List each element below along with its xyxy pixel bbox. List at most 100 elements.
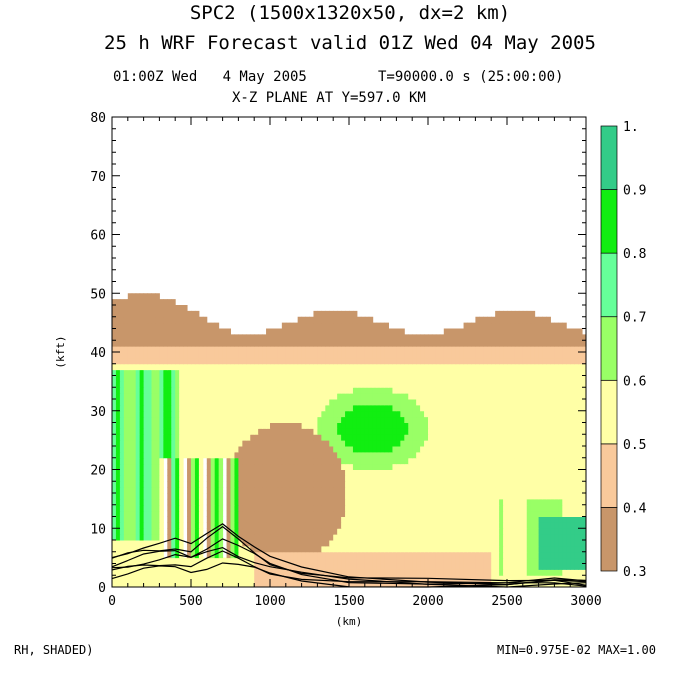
rh-cell: [242, 528, 247, 535]
rh-cell: [550, 375, 555, 382]
rh-cell: [337, 387, 342, 394]
rh-cell: [562, 440, 567, 447]
rh-cell: [194, 375, 200, 382]
rh-cell: [428, 352, 433, 359]
rh-cell: [214, 340, 220, 347]
rh-cell: [301, 493, 307, 500]
rh-cell: [135, 534, 141, 541]
rh-cell: [313, 446, 318, 453]
rh-cell: [510, 381, 516, 388]
rh-cell: [439, 434, 445, 441]
rh-cell: [305, 534, 310, 541]
rh-cell: [198, 422, 204, 429]
rh-cell: [510, 563, 516, 570]
rh-cell: [305, 451, 310, 459]
rh-cell: [206, 375, 212, 382]
rh-cell: [167, 352, 172, 359]
rh-cell: [123, 516, 129, 523]
rh-cell: [198, 446, 204, 453]
rh-cell: [352, 493, 358, 500]
rh-cell: [139, 569, 145, 576]
rh-cell: [483, 404, 488, 412]
rh-cell: [167, 346, 172, 353]
rh-cell: [349, 375, 354, 382]
rh-cell: [526, 563, 532, 570]
rh-cell: [507, 457, 512, 465]
rh-cell: [542, 404, 547, 412]
rh-cell: [356, 387, 362, 394]
rh-cell: [487, 516, 492, 523]
rh-cell: [428, 410, 433, 418]
rh-cell: [368, 369, 374, 376]
rh-cell: [293, 581, 299, 588]
rh-cell: [479, 399, 484, 406]
rh-cell: [443, 540, 449, 547]
rh-cell: [491, 569, 496, 576]
rh-cell: [214, 551, 220, 559]
rh-cell: [400, 551, 405, 559]
rh-cell: [392, 534, 397, 541]
rh-cell: [349, 440, 354, 447]
rh-cell: [246, 393, 251, 400]
rh-cell: [262, 387, 267, 394]
rh-cell: [206, 528, 212, 535]
rh-cell: [159, 440, 164, 447]
rh-cell: [254, 498, 259, 506]
rh-cell: [293, 498, 299, 506]
rh-cell: [309, 381, 314, 388]
rh-cell: [281, 522, 287, 529]
rh-cell: [554, 369, 559, 376]
rh-cell: [364, 545, 370, 553]
rh-cell: [582, 404, 587, 412]
rh-cell: [155, 545, 160, 553]
rh-cell: [143, 581, 149, 588]
rh-cell: [412, 363, 417, 371]
rh-cell: [503, 504, 508, 512]
rh-cell: [408, 493, 413, 500]
rh-cell: [270, 545, 275, 553]
rh-cell: [542, 563, 547, 570]
rh-cell: [562, 363, 567, 371]
rh-cell: [115, 334, 121, 341]
rh-cell: [155, 410, 160, 418]
rh-cell: [424, 469, 429, 476]
rh-cell: [297, 410, 303, 418]
rh-cell: [368, 481, 374, 488]
rh-cell: [155, 569, 160, 576]
rh-cell: [258, 504, 263, 512]
rh-cell: [491, 440, 496, 447]
rh-cell: [293, 393, 299, 400]
rh-cell: [191, 352, 196, 359]
rh-cell: [424, 352, 429, 359]
rh-cell: [147, 510, 152, 517]
rh-cell: [380, 393, 386, 400]
rh-cell: [131, 387, 137, 394]
rh-cell: [266, 434, 271, 441]
rh-cell: [376, 581, 382, 588]
rh-cell: [127, 404, 133, 412]
rh-cell: [546, 446, 551, 453]
rh-cell: [499, 369, 504, 376]
rh-cell: [400, 381, 405, 388]
rh-cell: [333, 369, 338, 376]
rh-cell: [522, 422, 528, 429]
rh-cell: [151, 534, 156, 541]
rh-cell: [364, 498, 370, 506]
rh-cell: [554, 393, 559, 400]
rh-cell: [408, 463, 413, 470]
rh-cell: [266, 528, 271, 535]
rh-cell: [329, 551, 334, 559]
rh-cell: [179, 581, 184, 588]
rh-cell: [115, 551, 121, 559]
rh-cell: [356, 399, 362, 406]
rh-cell: [503, 569, 508, 576]
rh-cell: [262, 381, 267, 388]
rh-cell: [198, 381, 204, 388]
rh-cell: [226, 340, 231, 347]
rh-cell: [309, 481, 314, 488]
rh-cell: [230, 381, 235, 388]
rh-cell: [451, 416, 457, 423]
rh-cell: [435, 498, 441, 506]
rh-cell: [119, 404, 125, 412]
rh-cell: [167, 457, 172, 465]
